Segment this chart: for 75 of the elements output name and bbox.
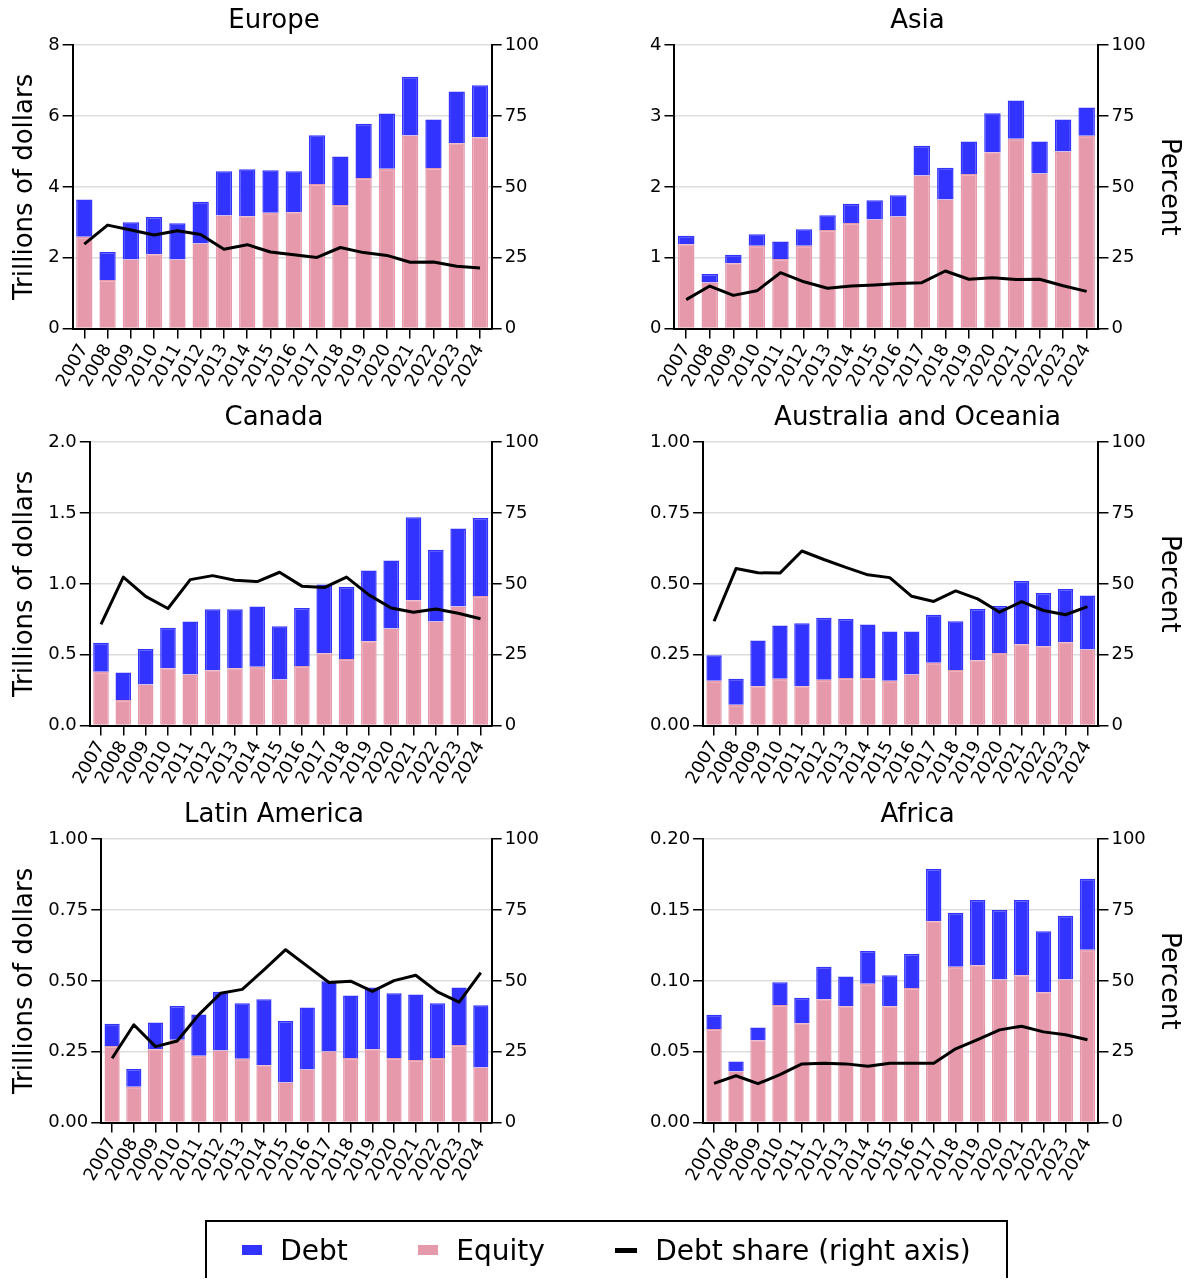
y2-tick-label: 75 <box>1111 103 1135 125</box>
y-tick-label: 0.25 <box>650 642 691 664</box>
y-tick-label: 2 <box>650 174 662 196</box>
y2-tick-label: 50 <box>1111 968 1135 990</box>
y-tick-label: 0.75 <box>48 897 89 919</box>
y2-tick-label: 0 <box>1111 1110 1123 1132</box>
y2-tick-label: 50 <box>1111 174 1135 196</box>
y2-tick-label: 25 <box>1111 1039 1135 1061</box>
y-tick-label: 2 <box>48 245 60 267</box>
y-tick-label: 4 <box>48 174 60 196</box>
y-tick-label: 0.50 <box>650 571 691 593</box>
chart-title: Canada <box>224 401 324 432</box>
y-tick-label: 0.15 <box>650 897 691 919</box>
y-axis-title: Trillions of dollars <box>8 73 39 301</box>
y-tick-label: 4 <box>650 32 662 54</box>
y-tick-label: 0.00 <box>650 1110 691 1132</box>
chart-title: Latin America <box>184 798 364 829</box>
y-tick-label: 0.00 <box>650 713 691 735</box>
y-tick-label: 0.0 <box>48 713 77 735</box>
y2-tick-label: 75 <box>504 897 528 919</box>
y-tick-label: 0.50 <box>48 968 89 990</box>
y2-tick-label: 100 <box>504 32 539 54</box>
legend-label: Debt share (right axis) <box>655 1233 971 1267</box>
y-tick-label: 1 <box>650 245 662 267</box>
y2-tick-label: 100 <box>504 429 539 451</box>
y2-tick-label: 25 <box>504 1039 528 1061</box>
chart-title: Asia <box>890 4 945 35</box>
y-axis-title: Trillions of dollars <box>8 867 39 1095</box>
y2-tick-label: 100 <box>1111 429 1146 451</box>
y2-tick-label: 25 <box>1111 245 1135 267</box>
y2-tick-label: 50 <box>504 174 528 196</box>
y-tick-label: 0 <box>48 316 60 338</box>
y-tick-label: 0.00 <box>48 1110 89 1132</box>
y-axis-title: Trillions of dollars <box>8 470 39 698</box>
y-tick-label: 2.0 <box>48 429 77 451</box>
y-tick-label: 1.0 <box>48 571 77 593</box>
y-tick-label: 3 <box>650 103 662 125</box>
y2-tick-label: 0 <box>504 316 517 338</box>
y2-tick-label: 25 <box>504 245 528 267</box>
y-tick-label: 0.5 <box>48 642 77 664</box>
y-tick-label: 0.10 <box>650 968 691 990</box>
y-tick-label: 1.5 <box>48 500 77 522</box>
y2-tick-label: 0 <box>504 1110 517 1132</box>
y2-tick-label: 0 <box>1111 316 1123 338</box>
y-tick-label: 1.00 <box>650 429 691 451</box>
chart-title: Africa <box>880 798 955 829</box>
y2-axis-title: Percent <box>1155 534 1186 633</box>
chart-title: Australia and Oceania <box>774 401 1061 432</box>
y2-axis-title: Percent <box>1155 931 1186 1030</box>
chart-title: Europe <box>228 4 320 35</box>
y2-tick-label: 75 <box>504 103 528 125</box>
y2-tick-label: 100 <box>504 826 539 848</box>
legend-label: Debt <box>280 1233 348 1267</box>
y2-tick-label: 75 <box>1111 897 1135 919</box>
y2-tick-label: 50 <box>504 571 528 593</box>
y2-tick-label: 75 <box>1111 500 1135 522</box>
y-tick-label: 6 <box>48 103 60 125</box>
y2-tick-label: 50 <box>504 968 528 990</box>
y2-tick-label: 0 <box>1111 713 1123 735</box>
y-tick-label: 0.20 <box>650 826 691 848</box>
legend-label: Equity <box>456 1233 545 1267</box>
y2-tick-label: 25 <box>504 642 528 664</box>
y2-tick-label: 100 <box>1111 32 1146 54</box>
y-tick-label: 8 <box>48 32 60 54</box>
y2-tick-label: 100 <box>1111 826 1146 848</box>
y-tick-label: 0.75 <box>650 500 691 522</box>
y-tick-label: 1.00 <box>48 826 89 848</box>
y2-tick-label: 75 <box>504 500 528 522</box>
y-tick-label: 0.25 <box>48 1039 89 1061</box>
y2-tick-label: 50 <box>1111 571 1135 593</box>
y-tick-label: 0 <box>650 316 662 338</box>
y2-tick-label: 0 <box>504 713 517 735</box>
y-tick-label: 0.05 <box>650 1039 691 1061</box>
y2-tick-label: 25 <box>1111 642 1135 664</box>
y2-axis-title: Percent <box>1155 137 1186 236</box>
